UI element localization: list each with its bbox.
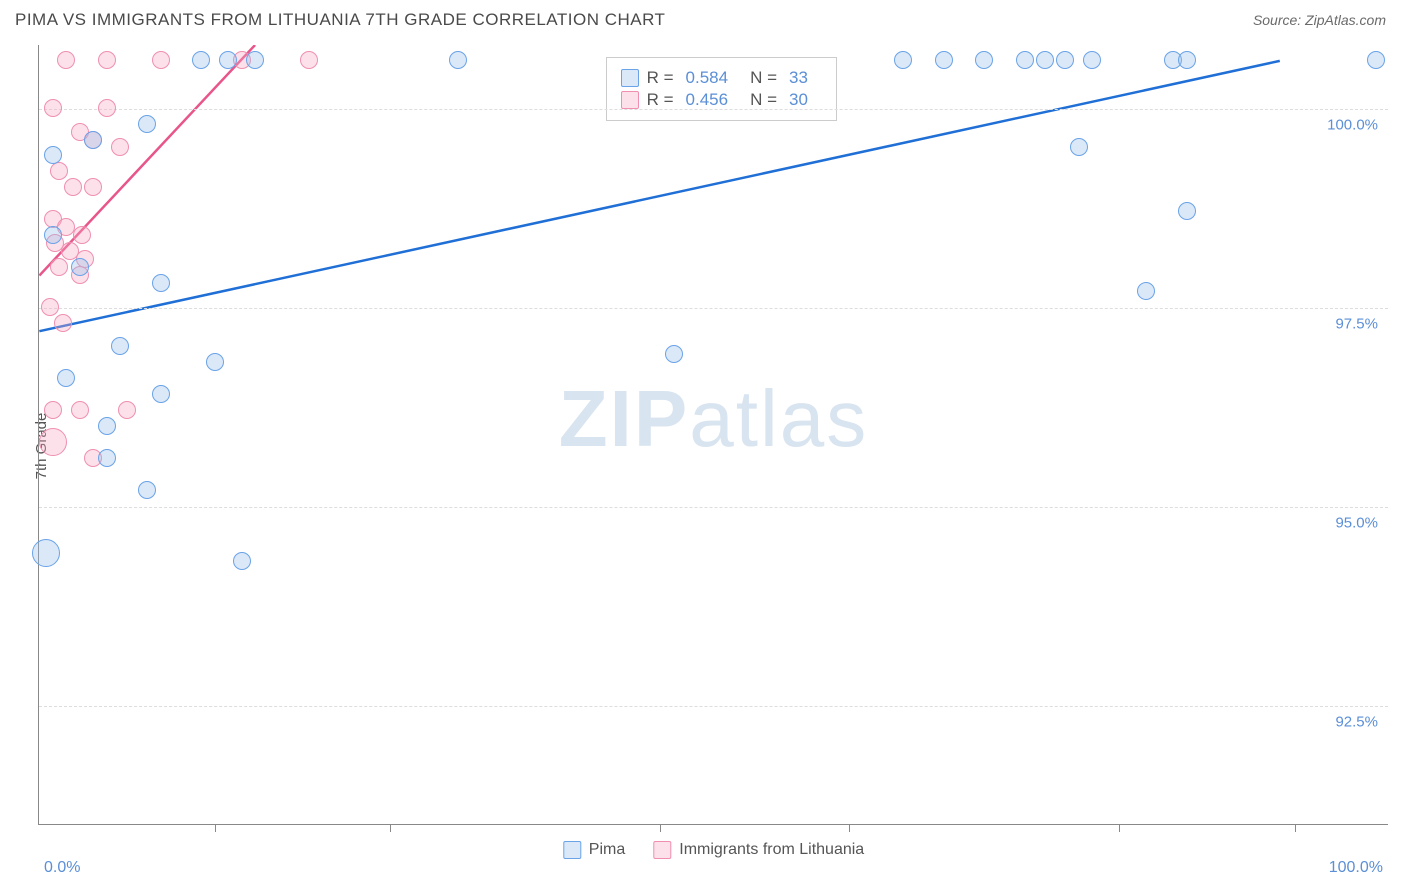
xtick bbox=[660, 824, 661, 832]
watermark-light: atlas bbox=[689, 374, 868, 463]
xtick bbox=[215, 824, 216, 832]
data-point bbox=[246, 51, 264, 69]
data-point bbox=[152, 51, 170, 69]
data-point bbox=[152, 274, 170, 292]
data-point bbox=[44, 99, 62, 117]
data-point bbox=[219, 51, 237, 69]
data-point bbox=[98, 417, 116, 435]
data-point bbox=[39, 428, 67, 456]
data-point bbox=[449, 51, 467, 69]
data-point bbox=[975, 51, 993, 69]
x-min-label: 0.0% bbox=[44, 859, 80, 877]
series-legend: Pima Immigrants from Lithuania bbox=[563, 841, 864, 859]
data-point bbox=[111, 138, 129, 156]
data-point bbox=[138, 481, 156, 499]
data-point bbox=[84, 178, 102, 196]
data-point bbox=[894, 51, 912, 69]
data-point bbox=[50, 258, 68, 276]
ytick-label: 95.0% bbox=[1335, 514, 1378, 531]
pima-n-value: 33 bbox=[789, 68, 808, 88]
data-point bbox=[1367, 51, 1385, 69]
chart-title: PIMA VS IMMIGRANTS FROM LITHUANIA 7TH GR… bbox=[15, 10, 665, 30]
lithuania-n-value: 30 bbox=[789, 90, 808, 110]
data-point bbox=[1178, 202, 1196, 220]
data-point bbox=[73, 226, 91, 244]
data-point bbox=[233, 552, 251, 570]
data-point bbox=[50, 162, 68, 180]
ytick-label: 92.5% bbox=[1335, 713, 1378, 730]
n-label: N = bbox=[750, 90, 777, 110]
gridline bbox=[39, 109, 1388, 110]
data-point bbox=[118, 401, 136, 419]
data-point bbox=[54, 314, 72, 332]
data-point bbox=[206, 353, 224, 371]
trendlines-svg bbox=[39, 45, 1388, 824]
r-label: R = bbox=[647, 68, 674, 88]
data-point bbox=[57, 369, 75, 387]
data-point bbox=[111, 337, 129, 355]
watermark-bold: ZIP bbox=[559, 374, 689, 463]
xtick bbox=[390, 824, 391, 832]
legend-swatch-pima bbox=[621, 69, 639, 87]
data-point bbox=[44, 146, 62, 164]
gridline bbox=[39, 507, 1388, 508]
ytick-label: 100.0% bbox=[1327, 116, 1378, 133]
data-point bbox=[41, 298, 59, 316]
data-point bbox=[1056, 51, 1074, 69]
legend-item-pima: Pima bbox=[563, 841, 625, 859]
source-attribution: Source: ZipAtlas.com bbox=[1253, 12, 1386, 28]
xtick bbox=[849, 824, 850, 832]
data-point bbox=[57, 51, 75, 69]
data-point bbox=[32, 539, 60, 567]
watermark: ZIPatlas bbox=[559, 373, 868, 465]
data-point bbox=[935, 51, 953, 69]
lithuania-r-value: 0.456 bbox=[686, 90, 729, 110]
data-point bbox=[44, 401, 62, 419]
ytick-label: 97.5% bbox=[1335, 315, 1378, 332]
correlation-legend: R = 0.584 N = 33 R = 0.456 N = 30 bbox=[606, 57, 837, 121]
data-point bbox=[44, 226, 62, 244]
data-point bbox=[1137, 282, 1155, 300]
data-point bbox=[152, 385, 170, 403]
data-point bbox=[665, 345, 683, 363]
x-max-label: 100.0% bbox=[1329, 859, 1383, 877]
data-point bbox=[84, 131, 102, 149]
data-point bbox=[1036, 51, 1054, 69]
data-point bbox=[300, 51, 318, 69]
data-point bbox=[1016, 51, 1034, 69]
data-point bbox=[1083, 51, 1101, 69]
data-point bbox=[1178, 51, 1196, 69]
legend-row-pima: R = 0.584 N = 33 bbox=[621, 68, 822, 88]
data-point bbox=[192, 51, 210, 69]
n-label: N = bbox=[750, 68, 777, 88]
data-point bbox=[98, 449, 116, 467]
data-point bbox=[1070, 138, 1088, 156]
data-point bbox=[64, 178, 82, 196]
data-point bbox=[138, 115, 156, 133]
legend-swatch-lithuania bbox=[621, 91, 639, 109]
legend-item-lithuania: Immigrants from Lithuania bbox=[653, 841, 864, 859]
xtick bbox=[1119, 824, 1120, 832]
gridline bbox=[39, 706, 1388, 707]
data-point bbox=[98, 99, 116, 117]
data-point bbox=[71, 258, 89, 276]
legend-label-pima: Pima bbox=[589, 841, 625, 859]
pima-r-value: 0.584 bbox=[686, 68, 729, 88]
legend-swatch-lithuania bbox=[653, 841, 671, 859]
legend-label-lithuania: Immigrants from Lithuania bbox=[679, 841, 864, 859]
data-point bbox=[98, 51, 116, 69]
gridline bbox=[39, 308, 1388, 309]
legend-swatch-pima bbox=[563, 841, 581, 859]
data-point bbox=[71, 401, 89, 419]
r-label: R = bbox=[647, 90, 674, 110]
chart-plot-area: ZIPatlas R = 0.584 N = 33 R = 0.456 N = … bbox=[38, 45, 1388, 825]
xtick bbox=[1295, 824, 1296, 832]
legend-row-lithuania: R = 0.456 N = 30 bbox=[621, 90, 822, 110]
